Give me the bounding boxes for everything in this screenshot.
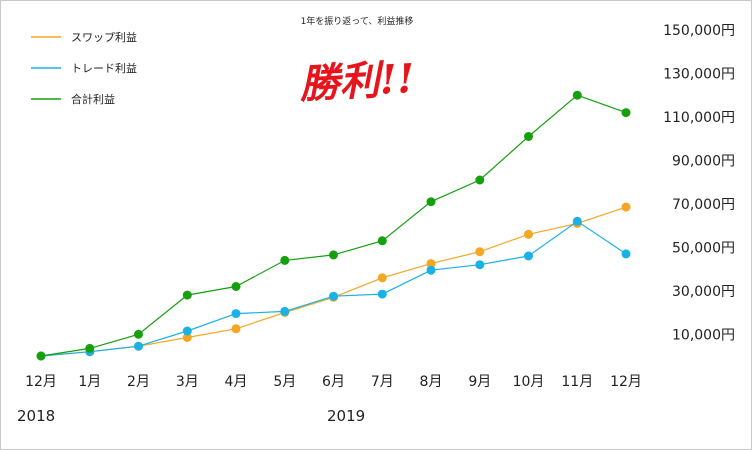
data-point-1-7 (377, 289, 387, 299)
series-2 (36, 90, 631, 361)
data-point-1-9 (475, 260, 485, 270)
data-point-1-3 (182, 326, 192, 336)
data-point-2-4 (231, 282, 241, 291)
x-tick-label: 8月 (420, 374, 443, 390)
legend-label-2: 合計利益 (71, 92, 115, 106)
data-point-2-8 (426, 197, 436, 207)
legend-item-1: トレード利益 (31, 61, 137, 75)
data-point-1-11 (572, 216, 582, 226)
data-point-0-7 (377, 273, 387, 283)
y-tick-label: 10,000円 (672, 327, 735, 343)
data-point-1-6 (329, 291, 338, 301)
data-point-1-4 (231, 309, 241, 319)
data-point-0-12 (621, 202, 631, 212)
data-point-2-3 (182, 290, 192, 300)
data-point-1-10 (524, 251, 533, 261)
y-tick-label: 130,000円 (663, 67, 735, 83)
x-tick-label: 2月 (127, 374, 150, 390)
data-point-2-5 (280, 255, 290, 265)
year-label-2018: 2018 (17, 407, 55, 425)
legend-label-1: トレード利益 (71, 61, 137, 75)
x-tick-label: 11月 (561, 374, 593, 390)
data-point-1-5 (280, 306, 290, 316)
legend-item-0: スワップ利益 (31, 30, 137, 44)
data-point-2-6 (329, 250, 338, 260)
series-line-0 (40, 206, 627, 357)
data-point-0-4 (231, 324, 241, 334)
x-tick-label: 6月 (322, 374, 345, 390)
data-point-2-2 (134, 329, 143, 339)
data-point-2-10 (524, 132, 533, 141)
x-axis: 12月 1月 2月 3月 4月 5月 6月 7月 8月 9月 10月 11月 12月 (25, 374, 642, 390)
series-layer (36, 90, 631, 361)
data-point-0-3 (182, 333, 192, 342)
data-point-2-1 (85, 343, 95, 353)
y-tick-label: 30,000円 (672, 284, 735, 300)
data-point-1-2 (134, 341, 143, 351)
x-tick-label: 5月 (273, 374, 296, 390)
y-tick-label: 50,000円 (672, 240, 735, 256)
y-tick-label: 110,000円 (663, 110, 735, 126)
series-line-1 (40, 220, 627, 357)
data-point-1-8 (426, 265, 436, 275)
x-tick-label: 1月 (78, 374, 101, 390)
y-tick-label: 150,000円 (663, 23, 735, 39)
series-0 (36, 202, 631, 361)
data-point-0-9 (475, 247, 485, 257)
data-point-2-11 (572, 90, 582, 100)
victory-annotation: 勝利!! (298, 55, 415, 108)
x-tick-label: 12月 (25, 374, 57, 390)
data-point-1-12 (621, 249, 631, 259)
y-tick-label: 90,000円 (672, 153, 735, 169)
x-tick-label: 7月 (371, 374, 394, 390)
data-point-2-7 (377, 236, 387, 246)
x-tick-label: 10月 (513, 374, 545, 390)
legend-label-0: スワップ利益 (71, 30, 137, 44)
x-tick-label: 12月 (610, 374, 642, 390)
y-axis: 10,000円 30,000円 50,000円 70,000円 90,000円 110,0… (663, 23, 735, 343)
data-point-0-8 (426, 259, 436, 269)
series-1 (36, 216, 631, 361)
year-label-2019: 2019 (327, 407, 365, 425)
legend-item-2: 合計利益 (31, 92, 115, 106)
x-tick-label: 4月 (225, 374, 248, 390)
x-tick-label: 9月 (468, 374, 491, 390)
x-tick-label: 3月 (176, 374, 199, 390)
series-line-2 (40, 94, 627, 357)
data-point-0-10 (524, 229, 533, 239)
chart-title: 1年を振り返って、利益推移 (301, 15, 414, 27)
data-point-2-9 (475, 175, 485, 185)
data-point-2-12 (621, 108, 631, 118)
data-point-2-0 (36, 351, 46, 361)
y-tick-label: 70,000円 (672, 197, 735, 213)
